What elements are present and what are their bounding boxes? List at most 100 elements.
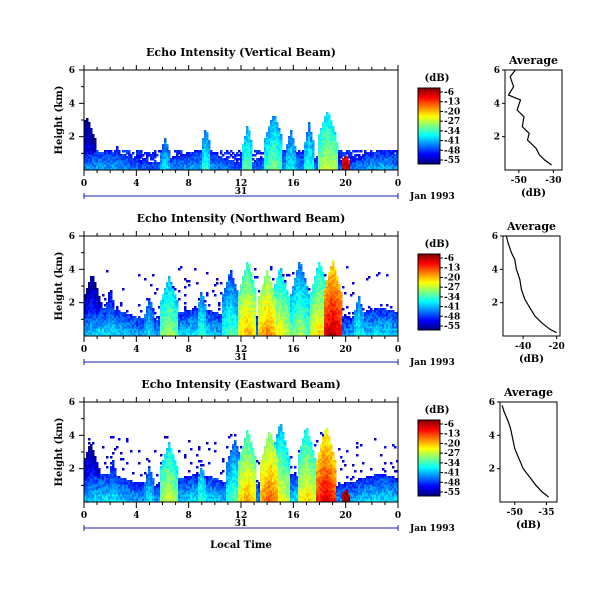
- echo-cell: [248, 140, 251, 143]
- echo-cell: [262, 318, 265, 321]
- echo-cell: [272, 288, 275, 291]
- echo-cell: [228, 334, 231, 337]
- echo-cell: [92, 160, 95, 163]
- echo-cell: [84, 334, 87, 337]
- echo-cell: [94, 140, 97, 143]
- echo-cell: [204, 330, 207, 333]
- echo-cell: [118, 150, 121, 153]
- echo-cell: [134, 322, 137, 325]
- echo-cell: [194, 268, 197, 271]
- echo-cell: [294, 330, 297, 333]
- echo-cell: [248, 152, 251, 155]
- echo-cell: [242, 296, 245, 299]
- echo-cell: [298, 274, 301, 277]
- echo-cell: [132, 316, 135, 319]
- echo-cell: [322, 284, 325, 287]
- echo-cell: [358, 150, 361, 153]
- echo-cell: [260, 296, 263, 299]
- echo-cell: [198, 158, 201, 161]
- echo-cell: [340, 322, 343, 325]
- echo-cell: [268, 166, 271, 169]
- echo-cell: [106, 314, 109, 317]
- echo-cell: [274, 158, 277, 161]
- echo-cell: [298, 334, 301, 337]
- echo-cell: [320, 148, 323, 151]
- echo-cell: [322, 134, 325, 137]
- echo-cell: [164, 158, 167, 161]
- echo-cell: [92, 290, 95, 293]
- echo-cell: [84, 154, 87, 157]
- echo-cell: [280, 150, 283, 153]
- echo-cell: [302, 310, 305, 313]
- echo-cell: [152, 312, 155, 315]
- echo-cell: [324, 144, 327, 147]
- echo-cell: [372, 166, 375, 169]
- echo-cell: [232, 324, 235, 327]
- echo-cell: [266, 316, 269, 319]
- echo-cell: [92, 162, 95, 165]
- echo-cell: [272, 328, 275, 331]
- echo-cell: [260, 162, 263, 165]
- echo-cell: [304, 318, 307, 321]
- echo-cell: [154, 322, 157, 325]
- echo-cell: [314, 278, 317, 281]
- echo-cell: [326, 156, 329, 159]
- echo-cell: [232, 288, 235, 291]
- echo-cell: [236, 324, 239, 327]
- echo-cell: [266, 132, 269, 135]
- echo-cell: [276, 156, 279, 159]
- echo-cell: [84, 320, 87, 323]
- echo-cell: [154, 320, 157, 323]
- echo-cell: [340, 310, 343, 313]
- echo-cell: [90, 152, 93, 155]
- echo-cell: [126, 330, 129, 333]
- echo-cell: [230, 328, 233, 331]
- echo-cell: [248, 162, 251, 165]
- echo-cell: [170, 300, 173, 303]
- echo-cell: [248, 166, 251, 169]
- echo-cell: [300, 154, 303, 157]
- echo-cell: [286, 314, 289, 317]
- echo-cell: [238, 324, 241, 327]
- echo-cell: [312, 284, 315, 287]
- echo-cell: [108, 312, 111, 315]
- echo-cell: [112, 302, 115, 305]
- echo-cell: [268, 282, 271, 285]
- echo-cell: [242, 332, 245, 335]
- echo-cell: [160, 334, 163, 337]
- echo-cell: [92, 166, 95, 169]
- echo-cell: [270, 294, 273, 297]
- echo-cell: [174, 308, 177, 311]
- echo-cell: [98, 322, 101, 325]
- echo-cell: [338, 320, 341, 323]
- echo-cell: [138, 156, 141, 159]
- echo-cell: [376, 164, 379, 167]
- echo-cell: [302, 292, 305, 295]
- echo-cell: [108, 326, 111, 329]
- echo-cell: [98, 166, 101, 169]
- echo-cell: [330, 310, 333, 313]
- echo-cell: [338, 322, 341, 325]
- echo-cell: [276, 140, 279, 143]
- inset-frame: [504, 69, 563, 171]
- echo-cell: [246, 292, 249, 295]
- echo-cell: [316, 270, 319, 273]
- echo-cell: [286, 162, 289, 165]
- echo-cell: [190, 312, 193, 315]
- echo-cell: [240, 330, 243, 333]
- echo-cell: [304, 158, 307, 161]
- echo-cell: [294, 322, 297, 325]
- echo-cell: [148, 334, 151, 337]
- echo-cell: [86, 128, 89, 131]
- echo-cell: [94, 284, 97, 287]
- echo-cell: [396, 150, 399, 153]
- echo-cell: [294, 278, 297, 281]
- echo-cell: [366, 156, 369, 159]
- echo-cell: [164, 292, 167, 295]
- echo-cell: [172, 286, 175, 289]
- echo-cell: [202, 168, 205, 171]
- echo-cell: [90, 296, 93, 299]
- echo-cell: [280, 322, 283, 325]
- echo-cell: [280, 164, 283, 167]
- echo-cell: [138, 150, 141, 153]
